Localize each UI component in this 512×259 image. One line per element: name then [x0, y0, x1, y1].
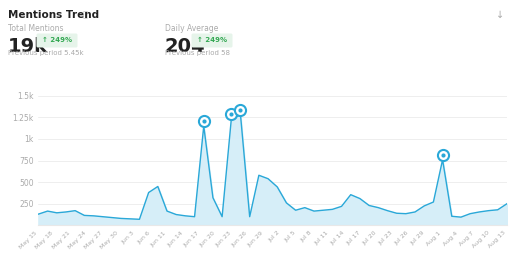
Text: Daily Average: Daily Average: [165, 24, 219, 33]
FancyBboxPatch shape: [191, 33, 232, 47]
Text: Mentions Trend: Mentions Trend: [8, 10, 99, 20]
Text: 204: 204: [165, 37, 206, 56]
Text: ↓: ↓: [496, 10, 504, 20]
Text: ↑ 249%: ↑ 249%: [197, 38, 227, 44]
Text: ↑ 249%: ↑ 249%: [42, 38, 72, 44]
Text: ⓘ: ⓘ: [83, 10, 88, 19]
FancyBboxPatch shape: [36, 33, 77, 47]
Text: Total Mentions: Total Mentions: [8, 24, 63, 33]
Text: Previous period 58: Previous period 58: [165, 50, 230, 56]
Text: 19k: 19k: [8, 37, 48, 56]
Text: Previous period 5.45k: Previous period 5.45k: [8, 50, 83, 56]
